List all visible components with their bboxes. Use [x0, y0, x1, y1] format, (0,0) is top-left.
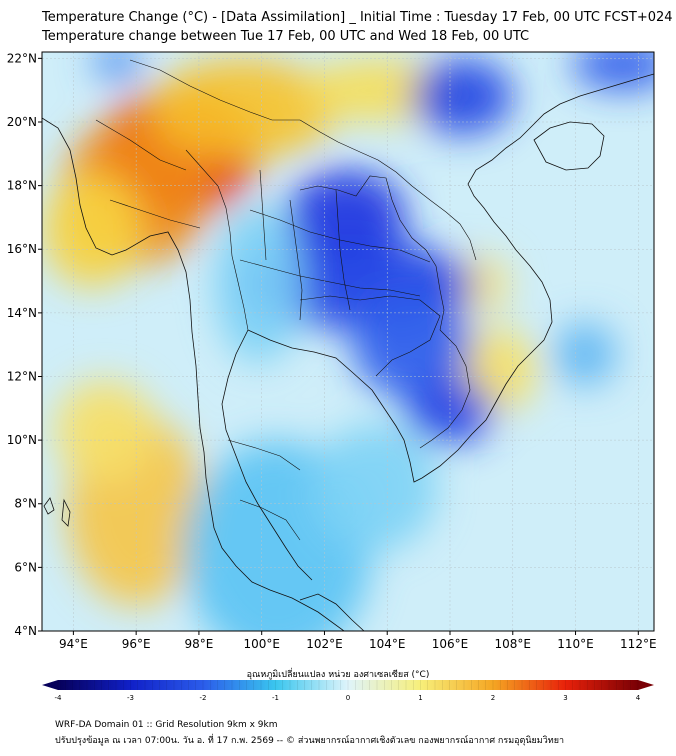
y-tick-label: 4°N — [14, 624, 37, 638]
border-cambodia-vietnam — [419, 329, 471, 449]
border-thai-provinces-7 — [239, 499, 301, 541]
x-tick-label: 102°E — [306, 637, 343, 651]
colorbar-arrow-min — [42, 680, 58, 690]
y-tick-label: 20°N — [7, 115, 37, 129]
colorbar-arrow-max — [638, 680, 654, 690]
border-thai-provinces-3 — [289, 199, 303, 321]
border-thai-cambodia — [299, 295, 441, 377]
country-province-borders — [95, 59, 477, 541]
x-tick-label: 110°E — [557, 637, 594, 651]
temperature-anomaly-18 — [311, 424, 438, 552]
coastline-malay — [299, 593, 365, 631]
x-tick-label: 100°E — [243, 637, 280, 651]
colorbar-tick-label: -3 — [127, 694, 134, 702]
temperature-anomaly-4 — [42, 172, 143, 288]
border-thai-provinces-6 — [227, 439, 301, 471]
colorbar-tick-label: -2 — [200, 694, 207, 702]
coastline-borders — [42, 73, 654, 631]
colorbar-tick-label: 2 — [491, 694, 495, 702]
footer-update-info: ปรับปรุงข้อมูล ณ เวลา 07:00น. วัน อ. ที่… — [55, 736, 565, 746]
x-tick-label: 96°E — [122, 637, 151, 651]
colorbar-title: อุณหภูมิเปลี่ยนแปลง หน่วย องศาเซลเซียส (… — [246, 670, 430, 680]
border-myanmar-thai — [185, 149, 249, 331]
border-thai-provinces-5 — [259, 169, 267, 261]
colorbar-ticks: -4 -3 -2 -1 0 1 2 3 4 — [55, 694, 641, 702]
border-mekong — [299, 175, 445, 331]
y-tick-label: 22°N — [7, 51, 37, 65]
y-tick-label: 8°N — [14, 497, 37, 511]
colorbar: -4 -3 -2 -1 0 1 2 3 4 — [42, 680, 654, 702]
colorbar-segments — [57, 680, 639, 690]
y-tick-label: 6°N — [14, 560, 37, 574]
temperature-anomaly-16 — [553, 322, 617, 387]
temperature-anomaly-6 — [54, 379, 155, 482]
chart-title-line-1: Temperature Change (°C) - [Data Assimila… — [42, 10, 673, 25]
temperature-anomaly-19 — [214, 204, 303, 364]
coastline-peninsula — [213, 527, 345, 631]
coastline-hainan — [533, 121, 605, 171]
temperature-anomaly-11 — [352, 290, 472, 399]
colorbar-tick-label: -1 — [272, 694, 279, 702]
y-tick-label: 14°N — [7, 306, 37, 320]
border-myanmar-states — [95, 119, 201, 229]
plot-frame — [41, 51, 655, 632]
x-tick-label: 98°E — [184, 637, 213, 651]
colorbar-tick-label: -4 — [55, 694, 63, 702]
colorbar-tick-label: 1 — [418, 694, 422, 702]
temperature-anomaly-13 — [412, 58, 513, 135]
x-tick-label: 108°E — [495, 637, 532, 651]
footer-model-info: WRF-DA Domain 01 :: Grid Resolution 9km … — [55, 720, 278, 730]
y-tick-label: 10°N — [7, 433, 37, 447]
y-tick-label: 16°N — [7, 242, 37, 256]
border-thai-provinces-4 — [335, 189, 351, 311]
chart-title-line-2: Temperature change between Tue 17 Feb, 0… — [42, 29, 530, 44]
temperature-anomaly-14 — [572, 52, 654, 91]
x-tick-label: 104°E — [369, 637, 406, 651]
colorbar-gradient — [58, 680, 638, 690]
x-tick-label: 112°E — [620, 637, 657, 651]
y-tick-label: 12°N — [7, 369, 37, 383]
temperature-anomaly-12 — [406, 379, 494, 444]
border-thai-provinces-1 — [249, 209, 431, 263]
colorbar-tick-label: 4 — [636, 694, 641, 702]
temperature-field — [42, 52, 654, 631]
coastline-gulf-east-peninsula — [221, 329, 313, 581]
temperature-anomaly-15 — [92, 52, 143, 81]
colorbar-tick-label: 3 — [563, 694, 567, 702]
coastline-myanmar — [42, 117, 215, 529]
border-laos-vietnam — [299, 119, 477, 261]
border-myanmar-china — [129, 59, 300, 121]
x-tick-label: 94°E — [59, 637, 88, 651]
border-thai-provinces-2 — [239, 259, 421, 297]
axis-ticks: 94°E 96°E 98°E 100°E 102°E 104°E 106°E 108°E 110… — [7, 51, 657, 651]
coastline-andaman — [43, 497, 71, 527]
x-tick-label: 106°E — [432, 637, 469, 651]
lat-lon-grid — [42, 52, 654, 631]
colorbar-tick-label: 0 — [346, 694, 350, 702]
anomaly-layer — [42, 52, 654, 631]
y-tick-label: 18°N — [7, 179, 37, 193]
coastline-gulf-north — [247, 73, 654, 483]
